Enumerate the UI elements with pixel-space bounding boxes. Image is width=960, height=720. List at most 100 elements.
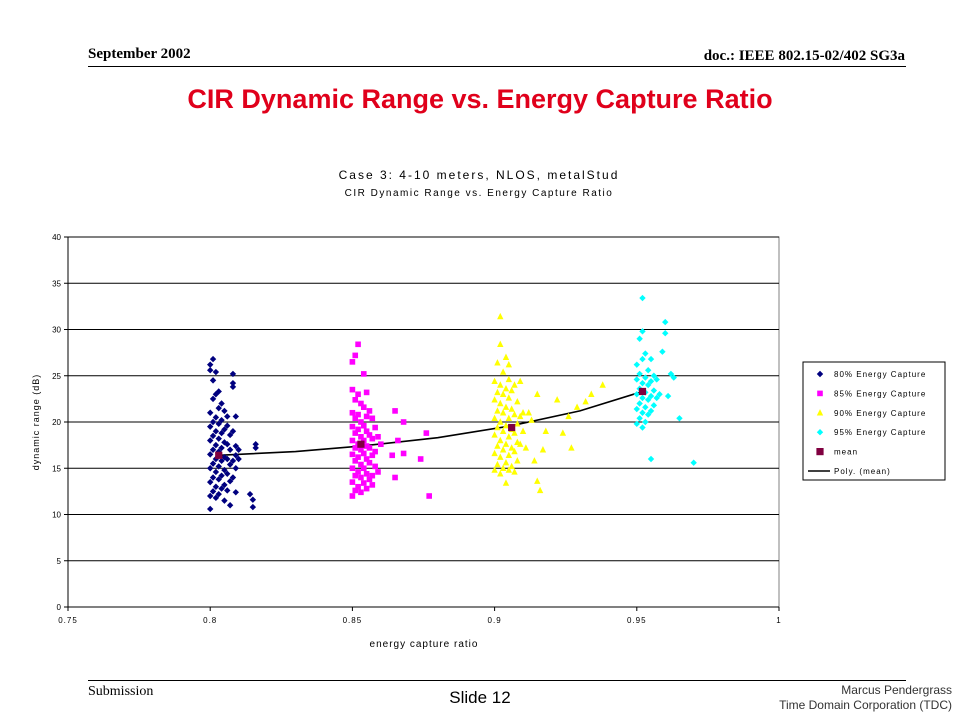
data-point-series-2 bbox=[525, 409, 532, 416]
data-point-series-2 bbox=[494, 359, 501, 366]
data-point-series-1 bbox=[366, 459, 373, 466]
data-point-series-0 bbox=[221, 466, 228, 474]
data-point-series-3 bbox=[647, 407, 655, 415]
data-point-series-1 bbox=[352, 397, 359, 403]
data-points-layer bbox=[207, 294, 697, 513]
data-point-series-0 bbox=[218, 472, 225, 479]
data-point-series-3 bbox=[656, 391, 663, 398]
slide-title: CIR Dynamic Range vs. Energy Capture Rat… bbox=[187, 84, 773, 114]
data-point-series-0 bbox=[229, 383, 237, 391]
data-point-series-3 bbox=[642, 374, 649, 381]
data-point-series-1 bbox=[358, 489, 364, 496]
data-point-series-1 bbox=[392, 474, 398, 481]
data-point-series-0 bbox=[226, 461, 234, 468]
data-point-series-3 bbox=[664, 392, 672, 400]
mean-point bbox=[357, 440, 365, 448]
data-point-series-3 bbox=[650, 372, 658, 379]
data-point-series-2 bbox=[508, 462, 515, 470]
data-point-series-1 bbox=[369, 452, 376, 459]
data-point-series-1 bbox=[363, 443, 370, 449]
data-point-series-0 bbox=[224, 487, 231, 494]
data-point-series-0 bbox=[209, 377, 217, 384]
data-point-series-0 bbox=[212, 483, 220, 490]
data-point-series-2 bbox=[497, 470, 504, 477]
data-point-series-2 bbox=[497, 340, 504, 347]
header-rule bbox=[88, 66, 906, 67]
data-point-series-0 bbox=[209, 474, 217, 481]
data-point-series-2 bbox=[511, 447, 518, 455]
data-point-series-2 bbox=[494, 388, 501, 396]
data-point-series-0 bbox=[249, 503, 257, 511]
data-point-series-0 bbox=[207, 492, 214, 500]
data-point-series-2 bbox=[491, 414, 498, 421]
data-point-series-2 bbox=[499, 464, 507, 471]
data-point-series-2 bbox=[553, 396, 561, 403]
data-point-series-1 bbox=[355, 391, 361, 398]
data-point-series-0 bbox=[221, 497, 228, 504]
data-point-series-1 bbox=[352, 352, 359, 359]
data-point-series-1 bbox=[360, 371, 367, 377]
data-point-series-2 bbox=[505, 451, 513, 458]
data-point-series-3 bbox=[644, 367, 652, 374]
data-point-series-1 bbox=[360, 404, 367, 410]
data-point-series-2 bbox=[494, 407, 501, 414]
data-point-series-0 bbox=[252, 441, 259, 448]
data-point-series-1 bbox=[363, 389, 370, 396]
data-point-series-0 bbox=[215, 420, 222, 428]
legend-marker-mean bbox=[816, 448, 824, 456]
data-point-series-1 bbox=[349, 479, 356, 485]
data-point-series-1 bbox=[366, 476, 373, 483]
data-point-series-0 bbox=[249, 496, 257, 503]
data-point-series-0 bbox=[209, 460, 217, 467]
chart-subtitle: CIR Dynamic Range vs. Energy Capture Rat… bbox=[345, 188, 614, 199]
legend-box bbox=[802, 361, 946, 481]
data-point-series-2 bbox=[514, 457, 521, 464]
data-point-series-3 bbox=[633, 376, 640, 383]
y-tick-label: 25 bbox=[52, 372, 61, 381]
data-point-series-2 bbox=[502, 479, 510, 486]
data-point-series-0 bbox=[226, 502, 234, 509]
data-point-series-1 bbox=[400, 450, 407, 457]
data-point-series-2 bbox=[508, 444, 515, 451]
data-point-series-0 bbox=[215, 476, 222, 483]
data-point-series-2 bbox=[497, 453, 504, 460]
y-tick-label: 0 bbox=[57, 603, 62, 612]
data-point-series-1 bbox=[363, 428, 370, 435]
x-tick-label: 0.8 bbox=[203, 616, 217, 625]
legend-marker-3 bbox=[816, 429, 824, 436]
data-point-series-3 bbox=[644, 396, 652, 403]
data-point-series-1 bbox=[423, 430, 430, 436]
data-point-series-0 bbox=[215, 388, 222, 395]
data-point-series-0 bbox=[209, 355, 217, 363]
data-point-series-3 bbox=[647, 455, 655, 463]
data-point-series-1 bbox=[360, 465, 367, 472]
y-tick-label: 30 bbox=[52, 326, 61, 335]
data-point-series-0 bbox=[232, 465, 239, 472]
data-point-series-1 bbox=[395, 437, 401, 444]
data-point-series-3 bbox=[662, 318, 669, 326]
data-point-series-2 bbox=[502, 403, 510, 410]
data-point-series-0 bbox=[207, 361, 214, 368]
data-point-series-1 bbox=[372, 448, 378, 455]
data-point-series-2 bbox=[514, 397, 521, 405]
data-point-series-0 bbox=[224, 441, 231, 448]
legend-label: mean bbox=[834, 448, 858, 457]
footer-author: Marcus Pendergrass bbox=[841, 683, 952, 697]
data-point-series-3 bbox=[636, 400, 643, 407]
data-point-series-0 bbox=[215, 404, 222, 412]
data-point-series-3 bbox=[639, 328, 646, 335]
data-point-series-0 bbox=[212, 391, 220, 398]
data-point-series-1 bbox=[366, 408, 373, 414]
data-point-series-2 bbox=[491, 431, 498, 438]
data-point-series-2 bbox=[573, 403, 581, 410]
data-point-series-1 bbox=[369, 482, 376, 488]
data-point-series-1 bbox=[349, 423, 356, 430]
data-point-series-2 bbox=[491, 449, 498, 457]
legend-marker-0 bbox=[816, 370, 824, 378]
legend-label: 95% Energy Capture bbox=[834, 428, 926, 437]
data-point-series-1 bbox=[352, 458, 359, 464]
legend-label: 80% Energy Capture bbox=[834, 370, 926, 379]
chart-legend: 80% Energy Capture 85% Energy Capture 90% … bbox=[802, 361, 946, 481]
data-point-series-1 bbox=[360, 450, 367, 457]
